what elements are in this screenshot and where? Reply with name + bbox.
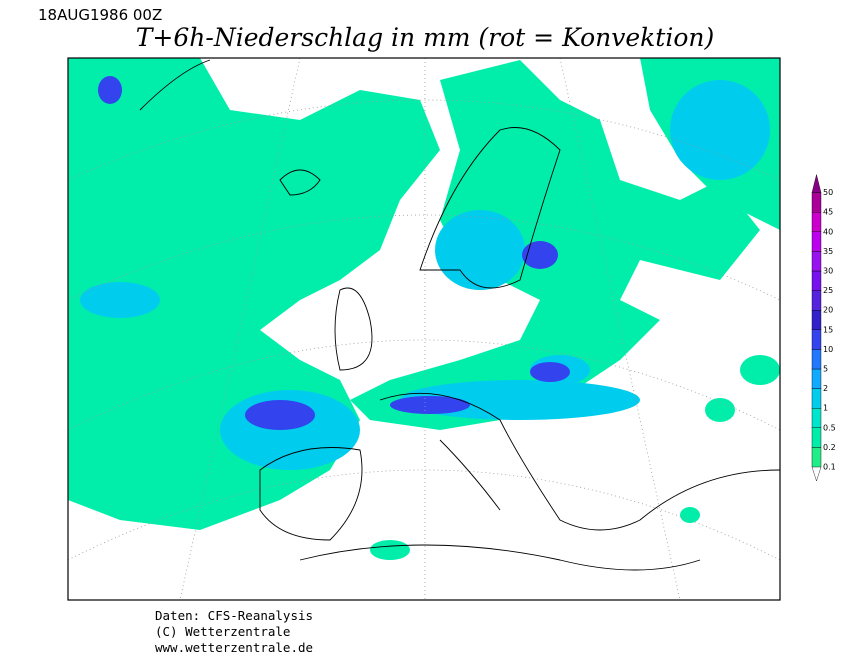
graticule xyxy=(67,57,781,601)
legend-label: 50 xyxy=(823,188,833,197)
legend-swatch xyxy=(811,408,822,429)
legend-swatch xyxy=(811,388,822,409)
legend-label: 10 xyxy=(823,345,833,354)
legend-label: 5 xyxy=(823,365,828,374)
legend-swatch xyxy=(811,270,822,291)
legend-swatch xyxy=(811,310,822,331)
legend-swatch xyxy=(811,290,822,311)
footer-line: www.wetterzentrale.de xyxy=(155,640,313,655)
legend-label: 25 xyxy=(823,286,833,295)
title: T+6h-Niederschlag in mm (rot = Konvektio… xyxy=(136,23,715,52)
footer-line: (C) Wetterzentrale xyxy=(155,624,290,639)
legend-tail xyxy=(811,466,822,482)
legend-label: 30 xyxy=(823,267,833,276)
legend-label: 35 xyxy=(823,247,833,256)
legend-swatch xyxy=(811,427,822,448)
legend-swatch xyxy=(811,349,822,370)
legend-swatch xyxy=(811,174,822,193)
legend-swatch xyxy=(811,251,822,272)
legend-swatch xyxy=(811,211,822,232)
map xyxy=(67,57,781,601)
legend-label: 45 xyxy=(823,208,833,217)
legend-label: 0.5 xyxy=(823,423,836,432)
coastlines xyxy=(139,59,781,571)
legend-label: 0.2 xyxy=(823,443,836,452)
legend-swatch xyxy=(811,192,822,213)
legend-swatch xyxy=(811,368,822,389)
map-frame xyxy=(67,57,781,601)
precipitation-heavy xyxy=(98,76,570,430)
date: 18AUG1986 00Z xyxy=(38,6,162,24)
legend-label: 20 xyxy=(823,306,833,315)
legend-swatch xyxy=(811,231,822,252)
legend-label: 15 xyxy=(823,325,833,334)
legend-swatch xyxy=(811,329,822,350)
legend-label: 0.1 xyxy=(823,463,836,472)
legend-label: 2 xyxy=(823,384,828,393)
footer-line: Daten: CFS-Reanalysis xyxy=(155,608,313,623)
legend-label: 40 xyxy=(823,227,833,236)
legend-label: 1 xyxy=(823,404,828,413)
legend-swatch xyxy=(811,447,822,468)
